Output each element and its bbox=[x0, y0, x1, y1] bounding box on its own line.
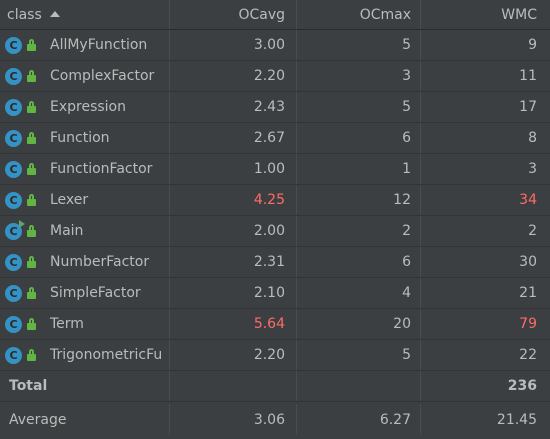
ocavg-value: 2.20 bbox=[253, 68, 285, 84]
total-row: Total 236 bbox=[0, 371, 550, 402]
class-icon: C bbox=[5, 284, 22, 302]
class-icon: C bbox=[5, 253, 22, 271]
column-header-ocavg[interactable]: OCavg bbox=[170, 0, 297, 29]
class-name: Function bbox=[50, 130, 110, 146]
class-icon: C bbox=[5, 129, 22, 147]
class-name: NumberFactor bbox=[50, 254, 150, 270]
ocmax-value: 3 bbox=[402, 68, 411, 84]
lock-icon bbox=[26, 162, 38, 176]
class-name: Expression bbox=[50, 99, 126, 115]
ocavg-value: 2.00 bbox=[253, 223, 285, 239]
table-row[interactable]: C Expression 2.43 5 17 bbox=[0, 92, 550, 123]
lock-icon bbox=[26, 193, 38, 207]
ocmax-value: 6 bbox=[402, 254, 411, 270]
ocavg-value: 4.25 bbox=[253, 192, 285, 208]
lock-icon bbox=[26, 131, 38, 145]
table-row[interactable]: C FunctionFactor 1.00 1 3 bbox=[0, 154, 550, 185]
class-icon: C bbox=[5, 98, 22, 116]
table-row[interactable]: C Main 2.00 2 2 bbox=[0, 216, 550, 247]
ocmax-value: 6 bbox=[402, 130, 411, 146]
wmc-value: 11 bbox=[519, 68, 537, 84]
class-icon: C bbox=[5, 36, 22, 54]
column-header-class[interactable]: class bbox=[0, 0, 170, 29]
lock-icon bbox=[26, 317, 38, 331]
lock-icon bbox=[26, 348, 38, 362]
wmc-value: 30 bbox=[519, 254, 537, 270]
average-ocmax: 6.27 bbox=[379, 411, 411, 428]
table-header: class OCavg OCmax WMC bbox=[0, 0, 550, 30]
lock-icon bbox=[26, 69, 38, 83]
class-icon: C bbox=[5, 346, 22, 364]
table-row[interactable]: C Lexer 4.25 12 34 bbox=[0, 185, 550, 216]
class-name: Lexer bbox=[50, 192, 89, 208]
ocmax-value: 5 bbox=[402, 37, 411, 53]
run-marker-icon bbox=[19, 219, 25, 228]
class-name: SimpleFactor bbox=[50, 285, 141, 301]
table-row[interactable]: C Function 2.67 6 8 bbox=[0, 123, 550, 154]
wmc-value: 34 bbox=[519, 192, 537, 208]
total-label: Total bbox=[9, 378, 48, 394]
lock-icon bbox=[26, 38, 38, 52]
ocmax-value: 12 bbox=[393, 192, 411, 208]
average-wmc: 21.45 bbox=[496, 411, 537, 428]
wmc-value: 21 bbox=[519, 285, 537, 301]
column-header-wmc[interactable]: WMC bbox=[501, 6, 537, 23]
class-name: Main bbox=[50, 223, 84, 239]
average-label: Average bbox=[9, 411, 67, 428]
wmc-value: 22 bbox=[519, 347, 537, 363]
ocavg-value: 2.10 bbox=[253, 285, 285, 301]
lock-icon bbox=[26, 286, 38, 300]
total-wmc: 236 bbox=[507, 378, 537, 394]
table-row[interactable]: C NumberFactor 2.31 6 30 bbox=[0, 247, 550, 278]
wmc-value: 9 bbox=[528, 37, 537, 53]
class-icon: C bbox=[5, 191, 22, 209]
average-row: Average 3.06 6.27 21.45 bbox=[0, 404, 550, 435]
ocavg-value: 3.00 bbox=[253, 37, 285, 53]
runnable-class-icon: C bbox=[5, 219, 25, 240]
table-row[interactable]: C AllMyFunction 3.00 5 9 bbox=[0, 30, 550, 61]
lock-icon bbox=[26, 224, 38, 238]
ocmax-value: 20 bbox=[393, 316, 411, 332]
class-icon: C bbox=[5, 315, 22, 333]
class-name: Term bbox=[50, 316, 84, 332]
ocavg-value: 2.67 bbox=[253, 130, 285, 146]
wmc-value: 2 bbox=[528, 223, 537, 239]
class-name: TrigonometricFu bbox=[50, 347, 163, 363]
wmc-value: 79 bbox=[519, 316, 537, 332]
table-row[interactable]: C ComplexFactor 2.20 3 11 bbox=[0, 61, 550, 92]
ocmax-value: 5 bbox=[402, 347, 411, 363]
ocavg-value: 1.00 bbox=[253, 161, 285, 177]
ocmax-value: 2 bbox=[402, 223, 411, 239]
column-header-ocmax[interactable]: OCmax bbox=[297, 0, 421, 29]
class-name: AllMyFunction bbox=[50, 37, 148, 53]
class-icon: C bbox=[5, 160, 22, 178]
average-ocavg: 3.06 bbox=[253, 411, 285, 428]
lock-icon bbox=[26, 100, 38, 114]
wmc-value: 17 bbox=[519, 99, 537, 115]
ocavg-value: 2.31 bbox=[253, 254, 285, 270]
ocmax-value: 1 bbox=[402, 161, 411, 177]
table-row[interactable]: C SimpleFactor 2.10 4 21 bbox=[0, 278, 550, 309]
class-name: ComplexFactor bbox=[50, 68, 155, 84]
class-icon: C bbox=[5, 67, 22, 85]
class-name: FunctionFactor bbox=[50, 161, 153, 177]
ocavg-value: 5.64 bbox=[253, 316, 285, 332]
ocavg-value: 2.20 bbox=[253, 347, 285, 363]
sort-ascending-icon bbox=[49, 10, 60, 17]
ocmax-value: 4 bbox=[402, 285, 411, 301]
lock-icon bbox=[26, 255, 38, 269]
ocmax-value: 5 bbox=[402, 99, 411, 115]
wmc-value: 3 bbox=[528, 161, 537, 177]
ocavg-value: 2.43 bbox=[253, 99, 285, 115]
table-row[interactable]: C Term 5.64 20 79 bbox=[0, 309, 550, 340]
wmc-value: 8 bbox=[528, 130, 537, 146]
table-row[interactable]: C TrigonometricFu 2.20 5 22 bbox=[0, 340, 550, 371]
